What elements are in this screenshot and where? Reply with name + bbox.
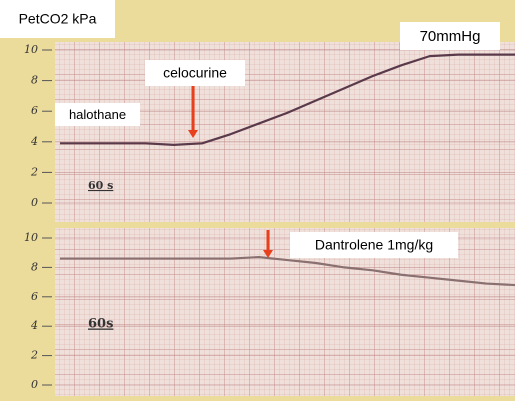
annotation: Dantrolene 1mg/kg <box>315 237 433 253</box>
y-tick-label: 6 <box>31 290 38 303</box>
page: 0 2 4 6 8 10 PetCO2 kPa 70mmHg celocurine halotha… <box>0 0 515 401</box>
y-tick-label: 10 <box>24 231 38 244</box>
y-tick-label: 4 <box>30 319 38 332</box>
unit-label: 70mmHg <box>420 28 481 45</box>
y-tick-label: 2 <box>30 349 38 362</box>
annotation: halothane <box>69 107 126 122</box>
y-tick-label: 6 <box>31 104 38 117</box>
y-tick-label: 4 <box>30 135 38 148</box>
y-axis-label: PetCO2 kPa <box>19 11 97 27</box>
handwritten-note: 60 s <box>88 179 113 192</box>
paper-grid-top <box>55 42 515 222</box>
y-tick-label: 0 <box>31 378 38 391</box>
y-tick-label: 0 <box>31 196 38 209</box>
y-tick-label: 8 <box>31 74 38 87</box>
handwritten-note: 60s <box>88 317 113 332</box>
y-tick-label: 2 <box>30 165 38 178</box>
chart: 0 2 4 6 8 10 PetCO2 kPa 70mmHg celocurine halotha… <box>0 0 515 401</box>
y-tick-label: 10 <box>24 43 38 56</box>
y-tick-label: 8 <box>31 260 38 273</box>
annotation: celocurine <box>163 65 227 81</box>
